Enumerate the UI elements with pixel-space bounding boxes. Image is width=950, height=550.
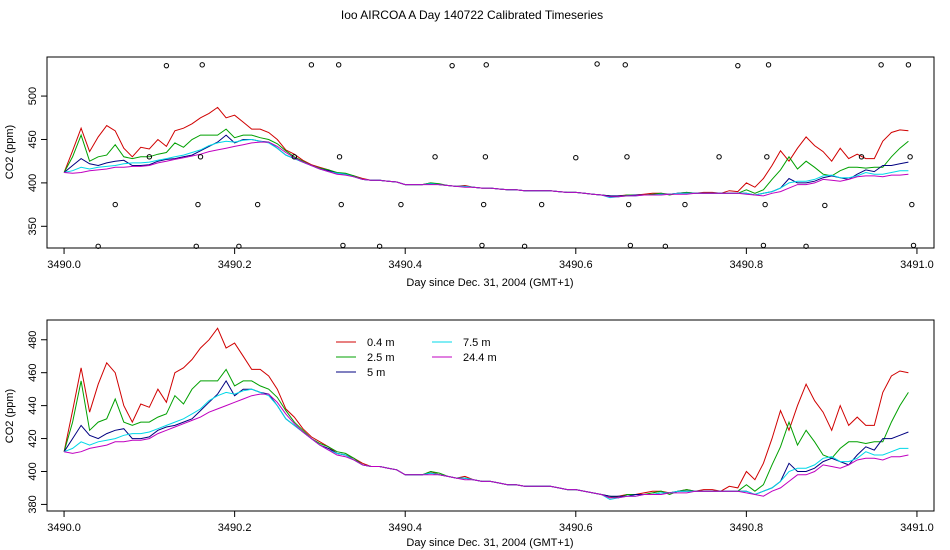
upper-y-tick-label: 400: [27, 174, 39, 192]
calibration-point: [197, 154, 204, 160]
upper-y-tick-label: 500: [27, 87, 39, 105]
calibration-point: [803, 243, 809, 249]
calibration-point: [716, 154, 722, 160]
calibration-point: [376, 243, 383, 249]
lower-y-tick-label: 380: [27, 495, 39, 513]
figure-title: Ioo AIRCOA A Day 140722 Calibrated Times…: [341, 8, 603, 22]
calibration-point: [765, 62, 772, 68]
calibration-point: [195, 201, 201, 208]
lower-series-line: [64, 393, 909, 499]
calibration-point: [622, 62, 628, 68]
calibration-point: [432, 154, 438, 160]
calibration-point: [625, 201, 632, 208]
calibration-point: [822, 202, 828, 209]
calibration-point: [573, 155, 579, 161]
calibration-point: [910, 242, 917, 249]
lower-panel: Day since Dec. 31, 2004 (GMT+1) CO2 (ppm…: [4, 319, 935, 549]
legend: 0.4 m 2.5 m 5 m 7.5 m 24.4 m: [336, 337, 497, 379]
calibration-point: [909, 201, 915, 208]
upper-plot-frame: [46, 56, 935, 249]
calibration-point: [199, 62, 205, 68]
lower-x-tick-label: 3490.0: [47, 522, 81, 534]
calibration-point: [662, 243, 669, 249]
calibration-point: [483, 62, 489, 68]
calibration-point: [254, 201, 261, 208]
calibration-point: [878, 62, 884, 68]
calibration-point: [335, 62, 342, 68]
calibration-point: [340, 242, 346, 249]
calibration-point: [624, 154, 630, 160]
upper-y-tick-label: 350: [27, 217, 39, 235]
calibration-point: [95, 243, 101, 249]
calibration-point: [480, 201, 487, 208]
calibration-point: [482, 154, 489, 160]
calibration-point: [764, 154, 770, 160]
calibration-point: [538, 201, 545, 208]
calibration-point: [236, 243, 242, 249]
calibration-point: [449, 62, 455, 69]
lower-y-tick-label: 400: [27, 462, 39, 480]
legend-label: 7.5 m: [463, 337, 491, 349]
lower-y-tick-label: 460: [27, 364, 39, 382]
calibration-point: [521, 243, 528, 249]
legend-label: 2.5 m: [367, 352, 395, 364]
upper-series-line: [64, 141, 909, 198]
upper-x-tick-label: 3490.4: [388, 259, 422, 271]
calibration-point: [760, 242, 767, 249]
upper-x-tick-label: 3490.6: [559, 259, 593, 271]
calibration-point: [291, 154, 298, 160]
calibration-point: [338, 201, 344, 208]
upper-series-line: [63, 106, 909, 198]
calibration-point: [193, 243, 199, 249]
lower-x-tick-label: 3491.0: [900, 522, 934, 534]
calibration-point: [627, 242, 634, 249]
legend-label: 0.4 m: [367, 337, 395, 349]
calibration-point: [735, 62, 741, 69]
lower-y-tick-label: 480: [27, 331, 39, 349]
calibration-point: [907, 154, 913, 160]
calibration-point: [594, 61, 600, 67]
calibration-point: [163, 62, 170, 69]
lower-x-axis-label: Day since Dec. 31, 2004 (GMT+1): [406, 537, 573, 549]
calibration-point: [905, 62, 912, 68]
upper-y-tick-label: 450: [27, 130, 39, 148]
upper-panel: Day since Dec. 31, 2004 (GMT+1) CO2 (ppm…: [4, 56, 935, 289]
calibration-point: [762, 201, 768, 208]
lower-y-axis-label: CO2 (ppm): [4, 389, 16, 443]
calibration-point: [112, 201, 118, 208]
lower-y-tick-label: 440: [27, 396, 39, 414]
calibration-point: [682, 201, 688, 208]
upper-x-axis-label: Day since Dec. 31, 2004 (GMT+1): [406, 277, 573, 289]
upper-x-tick-label: 3490.8: [730, 259, 764, 271]
lower-x-tick-label: 3490.8: [730, 522, 764, 534]
lower-x-tick-label: 3490.4: [388, 522, 422, 534]
lower-x-tick-label: 3490.2: [218, 522, 252, 534]
legend-label: 5 m: [367, 367, 385, 379]
lower-y-tick-label: 420: [27, 429, 39, 447]
lower-x-tick-label: 3490.6: [559, 522, 593, 534]
calibration-point: [858, 154, 865, 160]
legend-label: 24.4 m: [463, 352, 497, 364]
upper-x-tick-label: 3490.0: [47, 259, 81, 271]
upper-x-tick-label: 3491.0: [900, 259, 934, 271]
calibration-point: [308, 62, 315, 68]
upper-x-tick-label: 3490.2: [218, 259, 252, 271]
calibration-point: [146, 154, 153, 160]
lower-series-line: [63, 379, 909, 497]
calibration-point: [479, 242, 485, 249]
lower-plot-frame: [46, 319, 935, 512]
calibration-point: [398, 201, 404, 208]
upper-y-axis-label: CO2 (ppm): [4, 125, 16, 179]
calibration-point: [336, 154, 343, 160]
